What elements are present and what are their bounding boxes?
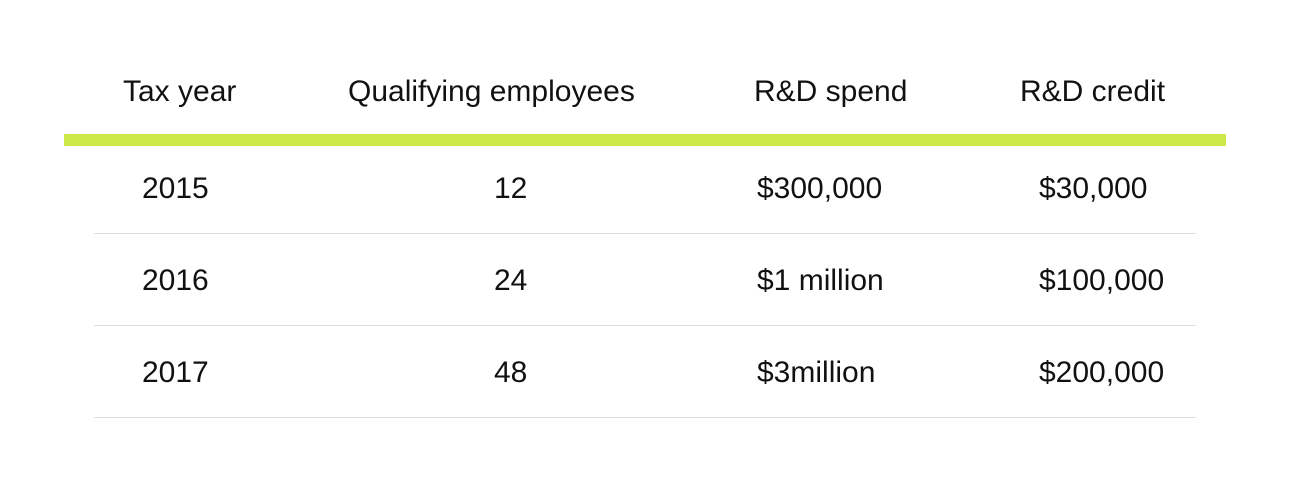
cell-rd-credit: $200,000 xyxy=(1039,356,1165,389)
header-accent-rule xyxy=(64,134,1226,146)
table-header-row: Tax year Qualifying employees R&D spend … xyxy=(0,70,1290,114)
cell-rd-spend: $1 million xyxy=(757,264,884,297)
row-divider xyxy=(94,233,1196,234)
cell-qualifying-employees: 24 xyxy=(494,264,528,297)
row-divider xyxy=(94,417,1196,418)
cell-rd-credit: $30,000 xyxy=(1039,172,1148,205)
cell-rd-spend: $3million xyxy=(757,356,876,389)
cell-tax-year: 2016 xyxy=(142,264,209,297)
header-tax-year: Tax year xyxy=(123,75,237,108)
header-rd-credit: R&D credit xyxy=(1020,75,1166,108)
table-row: 2017 48 $3million $200,000 xyxy=(0,327,1290,419)
cell-qualifying-employees: 48 xyxy=(494,356,528,389)
cell-qualifying-employees: 12 xyxy=(494,172,528,205)
cell-rd-credit: $100,000 xyxy=(1039,264,1165,297)
row-divider xyxy=(94,325,1196,326)
header-qualifying-employees: Qualifying employees xyxy=(348,75,635,108)
cell-tax-year: 2015 xyxy=(142,172,209,205)
table-row: 2015 12 $300,000 $30,000 xyxy=(0,143,1290,235)
cell-tax-year: 2017 xyxy=(142,356,209,389)
header-rd-spend: R&D spend xyxy=(754,75,908,108)
table-row: 2016 24 $1 million $100,000 xyxy=(0,235,1290,327)
cell-rd-spend: $300,000 xyxy=(757,172,883,205)
